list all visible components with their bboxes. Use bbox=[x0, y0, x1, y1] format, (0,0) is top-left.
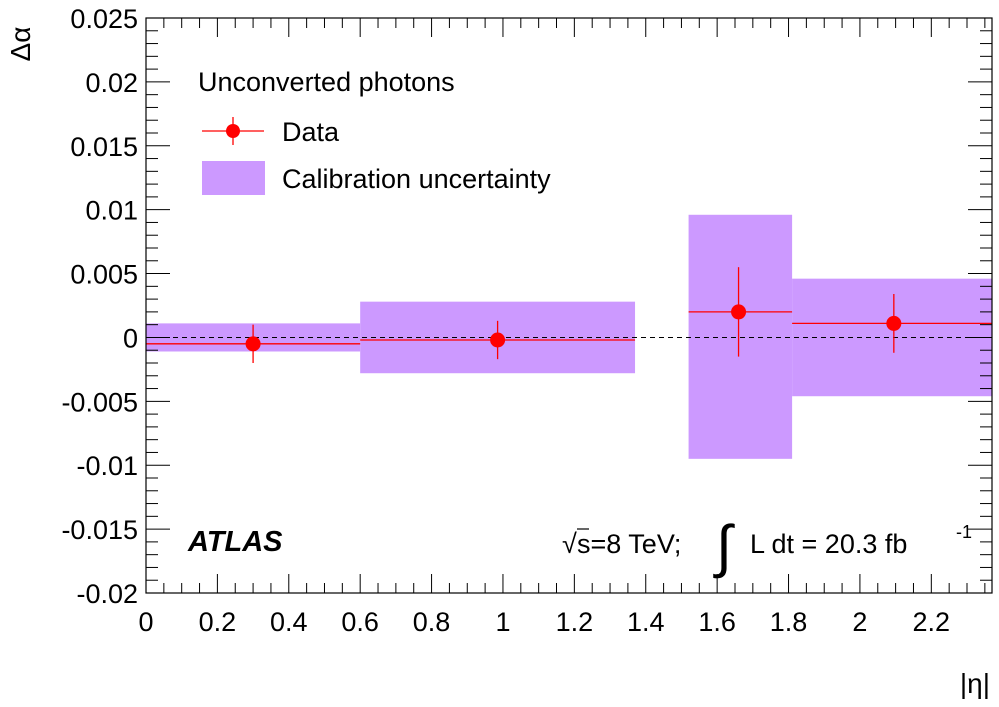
luminosity-label: √ s=8 TeV; ∫ L dt = 20.3 fb -1 bbox=[562, 514, 972, 579]
integral-symbol: ∫ bbox=[713, 514, 735, 579]
x-tick-label-1: 0.2 bbox=[199, 607, 237, 637]
sqrt-symbol: √ bbox=[562, 529, 577, 559]
y-tick-label-4: 0 bbox=[123, 323, 138, 353]
data-point-marker-1 bbox=[490, 332, 506, 348]
x-tick-label-11: 2.2 bbox=[913, 607, 951, 637]
data-point-3 bbox=[792, 294, 992, 353]
legend-header: Unconverted photons bbox=[198, 67, 455, 97]
y-tick-label-2: -0.01 bbox=[76, 451, 138, 481]
y-tick-label-5: 0.005 bbox=[70, 260, 138, 290]
legend-band-swatch bbox=[202, 161, 265, 195]
legend-data-dot bbox=[226, 124, 240, 138]
y-tick-label-7: 0.015 bbox=[70, 132, 138, 162]
y-tick-label-8: 0.02 bbox=[85, 68, 138, 98]
data-point-marker-2 bbox=[731, 304, 747, 320]
x-tick-label-8: 1.6 bbox=[698, 607, 736, 637]
x-tick-label-4: 0.8 bbox=[413, 607, 451, 637]
x-tick-labels: 0 0.2 0.4 0.6 0.8 1 1.2 1.4 1.6 1.8 2 2.2 bbox=[138, 607, 950, 637]
y-tick-label-1: -0.015 bbox=[61, 515, 138, 545]
x-tick-label-2: 0.4 bbox=[270, 607, 308, 637]
plot-border bbox=[145, 17, 993, 594]
legend-data-marker bbox=[202, 117, 264, 145]
legend: Unconverted photons Data Calibration unc… bbox=[198, 67, 551, 195]
uncertainty-bands bbox=[146, 214, 992, 459]
energy-text: s=8 TeV; bbox=[577, 529, 681, 559]
data-point-1 bbox=[360, 320, 636, 360]
plot-frame bbox=[145, 17, 993, 594]
x-tick-label-6: 1.2 bbox=[556, 607, 594, 637]
y-tick-label-6: 0.01 bbox=[85, 196, 138, 226]
data-point-2 bbox=[688, 267, 793, 357]
x-tick-label-7: 1.4 bbox=[627, 607, 665, 637]
y-tick-label-3: -0.005 bbox=[61, 387, 138, 417]
x-tick-label-5: 1 bbox=[495, 607, 510, 637]
x-axis-title: |η| bbox=[960, 668, 990, 699]
x-tick-label-0: 0 bbox=[138, 607, 153, 637]
x-tick-label-3: 0.6 bbox=[341, 607, 379, 637]
y-tick-label-0: -0.02 bbox=[76, 579, 138, 609]
y-axis-title: Δα bbox=[5, 27, 36, 62]
lumi-exponent: -1 bbox=[956, 522, 972, 542]
data-points bbox=[146, 267, 992, 363]
x-tick-label-10: 2 bbox=[852, 607, 867, 637]
x-tick-label-9: 1.8 bbox=[770, 607, 808, 637]
lumi-text: L dt = 20.3 fb bbox=[750, 529, 907, 559]
data-point-marker-3 bbox=[886, 315, 902, 331]
y-tick-labels: -0.02 -0.015 -0.01 -0.005 0 0.005 0.01 0.015 0.0… bbox=[61, 4, 138, 609]
legend-band-label: Calibration uncertainty bbox=[282, 164, 551, 194]
data-point-marker-0 bbox=[245, 336, 261, 352]
data-point-0 bbox=[146, 324, 361, 363]
axis-ticks bbox=[145, 17, 992, 594]
uncertainty-band-2 bbox=[688, 214, 793, 459]
y-tick-label-9: 0.025 bbox=[70, 4, 138, 34]
atlas-label: ATLAS bbox=[187, 526, 283, 558]
legend-data-label: Data bbox=[282, 117, 340, 147]
